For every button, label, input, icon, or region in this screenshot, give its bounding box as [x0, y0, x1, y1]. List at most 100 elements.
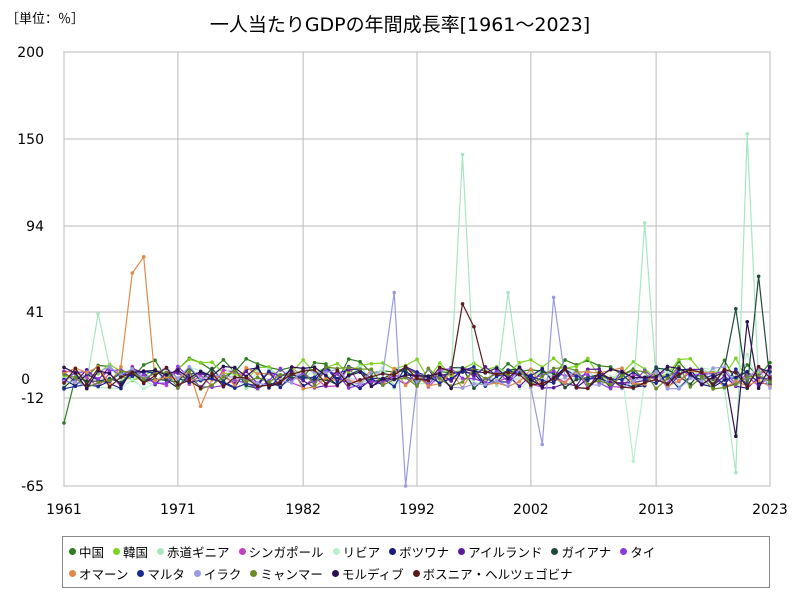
data-point — [665, 373, 670, 377]
data-point — [620, 377, 624, 382]
data-point — [483, 376, 488, 381]
data-point — [540, 367, 545, 371]
y-tick-label: 94 — [26, 219, 44, 235]
legend-marker — [193, 569, 201, 577]
data-point — [176, 382, 180, 387]
data-point — [324, 370, 328, 375]
data-point — [472, 386, 476, 391]
unit-label: ［単位：％］ — [6, 12, 85, 27]
data-point — [437, 361, 442, 365]
data-point — [210, 371, 214, 375]
data-point — [631, 359, 636, 364]
data-point — [460, 380, 465, 384]
y-tick-label: 150 — [17, 132, 44, 148]
data-point — [62, 381, 66, 385]
data-point — [392, 377, 397, 382]
data-point — [255, 384, 260, 389]
legend-label: タイ — [630, 544, 656, 560]
data-point — [472, 376, 476, 381]
data-point — [563, 367, 567, 372]
data-point — [221, 368, 226, 372]
data-point — [768, 370, 772, 374]
data-point — [734, 470, 738, 475]
data-point — [107, 365, 112, 370]
data-point — [483, 382, 488, 387]
data-point — [745, 320, 750, 324]
data-point — [563, 375, 567, 380]
data-point — [244, 376, 248, 380]
data-point — [460, 302, 465, 306]
data-point — [529, 374, 533, 378]
legend-label: ボツワナ — [399, 544, 450, 560]
data-point — [358, 359, 362, 364]
legend-label: アイルランド — [468, 544, 543, 560]
data-point — [107, 371, 112, 376]
data-point — [141, 373, 146, 377]
data-point — [369, 384, 374, 389]
data-point — [119, 369, 123, 374]
data-point — [688, 376, 693, 381]
data-point — [688, 367, 693, 372]
data-point — [631, 373, 636, 377]
legend-label: 韓国 — [123, 544, 149, 560]
data-point — [734, 356, 738, 361]
data-point — [517, 379, 522, 384]
data-point — [301, 358, 305, 362]
data-point — [141, 381, 146, 385]
data-point — [563, 381, 567, 385]
data-point — [119, 386, 123, 391]
data-point — [540, 378, 545, 383]
data-point — [597, 363, 601, 368]
data-point — [244, 365, 248, 370]
data-point — [403, 364, 408, 369]
legend-item: ボスニア・ヘルツェゴビナ — [412, 564, 573, 583]
data-point — [460, 367, 465, 371]
data-point — [176, 376, 180, 381]
legend-item: オマーン — [69, 564, 128, 583]
data-point — [62, 387, 66, 391]
data-point — [335, 383, 340, 387]
data-point — [153, 358, 157, 363]
data-point — [517, 384, 522, 389]
legend-item: リビア — [332, 542, 380, 561]
data-point — [73, 375, 78, 380]
data-point — [221, 374, 226, 379]
data-point — [642, 375, 647, 380]
data-point — [734, 367, 738, 371]
data-point — [369, 367, 374, 372]
data-point — [529, 357, 533, 362]
data-point — [540, 370, 545, 374]
x-tick-label: 1971 — [160, 502, 196, 518]
data-point — [665, 376, 670, 381]
data-point — [392, 290, 397, 295]
data-point — [734, 375, 738, 380]
data-point — [255, 375, 260, 380]
data-point — [141, 363, 146, 367]
data-point — [631, 378, 636, 383]
data-point — [654, 377, 658, 382]
data-point — [153, 368, 157, 373]
data-point — [153, 381, 157, 386]
data-point — [608, 376, 613, 381]
data-point — [335, 368, 340, 373]
data-point — [358, 367, 362, 371]
legend-marker — [113, 547, 121, 555]
data-point — [210, 366, 214, 371]
data-point — [198, 360, 203, 365]
data-point — [301, 376, 305, 381]
data-point — [107, 378, 112, 383]
legend-marker — [458, 547, 466, 555]
data-point — [267, 383, 271, 388]
data-point — [187, 364, 192, 369]
legend-row: オマーン マルタ イラク ミャンマー モルディブ ボスニア・ヘルツェゴビナ — [69, 562, 769, 584]
data-point — [198, 369, 203, 374]
data-point — [540, 374, 545, 379]
data-point — [437, 381, 442, 385]
data-point — [176, 364, 180, 369]
data-point — [153, 373, 157, 378]
legend: 中国 韓国 赤道ギニア シンガポール リビア ボツワナ アイルランド ガイアナ タイ オマーン マ… — [62, 536, 770, 588]
data-point — [654, 369, 658, 374]
data-point — [677, 357, 681, 362]
data-point — [597, 383, 601, 387]
